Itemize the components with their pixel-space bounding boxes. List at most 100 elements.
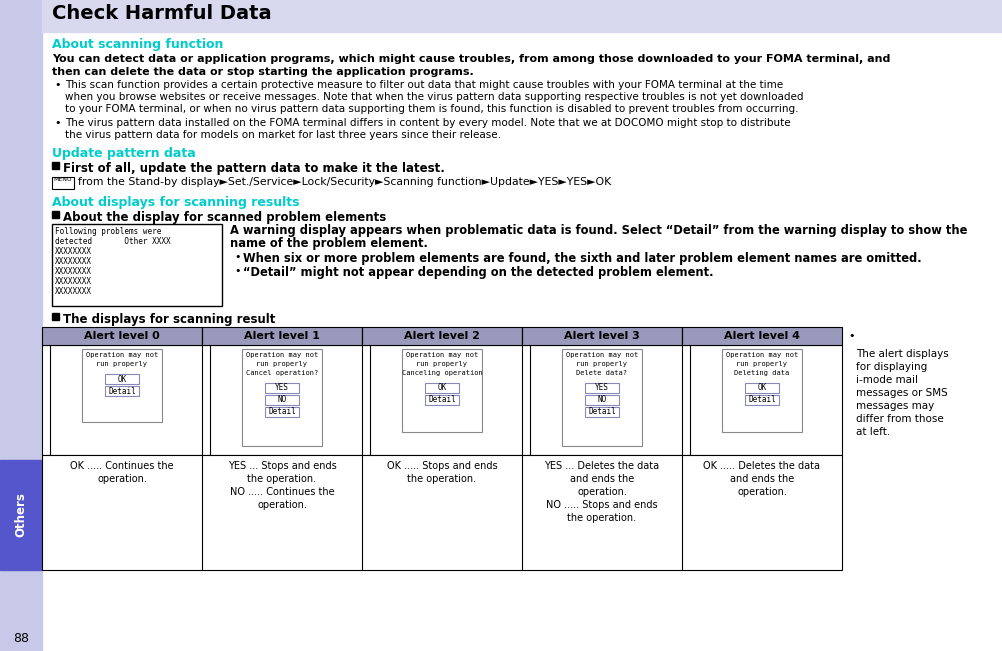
Text: YES ... Stops and ends: YES ... Stops and ends [227,461,336,471]
Text: Canceling operation: Canceling operation [401,370,482,376]
Text: OK: OK [757,383,766,393]
Text: the operation.: the operation. [407,474,476,484]
Bar [584,407,618,417]
Bar [265,383,299,393]
Text: “Detail” might not appear depending on the detected problem element.: “Detail” might not appear depending on t… [242,266,712,279]
Text: Operation may not: Operation may not [725,352,798,358]
Bar [744,383,779,393]
Text: differ from those: differ from those [855,414,943,424]
Text: Alert level 3: Alert level 3 [563,331,639,341]
Text: YES ... Deletes the data: YES ... Deletes the data [544,461,659,471]
Bar [42,455,841,570]
Text: NO ..... Continues the: NO ..... Continues the [229,487,334,497]
Bar [52,224,221,306]
Text: You can detect data or application programs, which might cause troubles, from am: You can detect data or application progr… [52,54,890,64]
Bar [265,395,299,405]
Text: Alert level 2: Alert level 2 [404,331,480,341]
Text: The virus pattern data installed on the FOMA terminal differs in content by ever: The virus pattern data installed on the … [65,118,790,128]
Text: YES: YES [275,383,289,393]
Bar [0,460,42,570]
Text: from the Stand-by display►Set./Service►Lock/Security►Scanning function►Update►YE: from the Stand-by display►Set./Service►L… [78,177,610,187]
Text: XXXXXXXX: XXXXXXXX [55,277,92,286]
Text: for displaying: for displaying [855,362,926,372]
Bar [52,211,59,218]
Bar [52,313,59,320]
Bar [584,395,618,405]
Bar [201,327,362,345]
Text: OK ..... Continues the: OK ..... Continues the [70,461,173,471]
Text: NO ..... Stops and ends: NO ..... Stops and ends [546,500,657,510]
Text: Update pattern data: Update pattern data [52,147,195,160]
Text: XXXXXXXX: XXXXXXXX [55,287,92,296]
Text: OK: OK [437,383,446,393]
Text: OK ..... Stops and ends: OK ..... Stops and ends [387,461,497,471]
Text: and ends the: and ends the [569,474,633,484]
Text: •: • [233,266,240,276]
Text: Operation may not: Operation may not [565,352,637,358]
Bar [402,349,482,432]
Bar [584,383,618,393]
Text: Detail: Detail [747,396,776,404]
Text: •: • [54,118,60,128]
Bar [0,0,42,651]
Text: operation.: operation. [736,487,787,497]
Text: Delete data?: Delete data? [576,370,627,376]
Text: when you browse websites or receive messages. Note that when the virus pattern d: when you browse websites or receive mess… [65,92,803,102]
Text: Operation may not: Operation may not [86,352,158,358]
Text: Following problems were: Following problems were [55,227,161,236]
Text: name of the problem element.: name of the problem element. [229,237,428,250]
Text: Operation may not: Operation may not [406,352,478,358]
Text: OK: OK [117,374,126,383]
Text: The alert displays: The alert displays [855,349,948,359]
Text: Deleting data: Deleting data [733,370,789,376]
Bar [425,395,459,405]
Bar [52,177,74,189]
Text: run properly: run properly [416,361,467,367]
Text: A warning display appears when problematic data is found. Select “Detail” from t: A warning display appears when problemat… [229,224,966,237]
Text: run properly: run properly [257,361,308,367]
Text: Detail: Detail [268,408,296,417]
Text: Check Harmful Data: Check Harmful Data [52,4,272,23]
Bar [721,349,802,432]
Text: operation.: operation. [576,487,626,497]
Text: Others: Others [14,493,27,538]
Text: Alert level 0: Alert level 0 [84,331,159,341]
Text: 88: 88 [13,631,29,644]
Bar [42,327,201,345]
Bar [105,386,139,396]
Text: i-mode mail: i-mode mail [855,375,917,385]
Text: Detail: Detail [587,408,615,417]
Text: About scanning function: About scanning function [52,38,223,51]
Bar [105,374,139,384]
Text: then can delete the data or stop starting the application programs.: then can delete the data or stop startin… [52,67,473,77]
Text: Alert level 1: Alert level 1 [243,331,320,341]
Text: XXXXXXXX: XXXXXXXX [55,257,92,266]
Bar [42,345,841,455]
Text: About the display for scanned problem elements: About the display for scanned problem el… [63,211,386,224]
Text: the virus pattern data for models on market for last three years since their rel: the virus pattern data for models on mar… [65,130,501,140]
Text: detected       Other XXXX: detected Other XXXX [55,237,170,246]
Text: run properly: run properly [576,361,627,367]
Bar [521,327,681,345]
Text: operation.: operation. [97,474,146,484]
Text: •: • [54,80,60,90]
Text: •: • [847,331,854,341]
Text: YES: YES [594,383,608,393]
Bar [82,349,162,422]
Bar [362,327,521,345]
Text: Operation may not: Operation may not [245,352,318,358]
Bar [744,395,779,405]
Text: at left.: at left. [855,427,890,437]
Text: First of all, update the pattern data to make it the latest.: First of all, update the pattern data to… [63,162,445,175]
Text: •: • [233,252,240,262]
Text: run properly: run properly [96,361,147,367]
Text: The displays for scanning result: The displays for scanning result [63,313,276,326]
Bar [241,349,322,446]
Text: Cancel operation?: Cancel operation? [245,370,318,376]
Text: messages or SMS: messages or SMS [855,388,947,398]
Text: the operation.: the operation. [567,513,636,523]
Text: operation.: operation. [257,500,307,510]
Bar [42,0,1002,32]
Bar [265,407,299,417]
Bar [681,327,841,345]
